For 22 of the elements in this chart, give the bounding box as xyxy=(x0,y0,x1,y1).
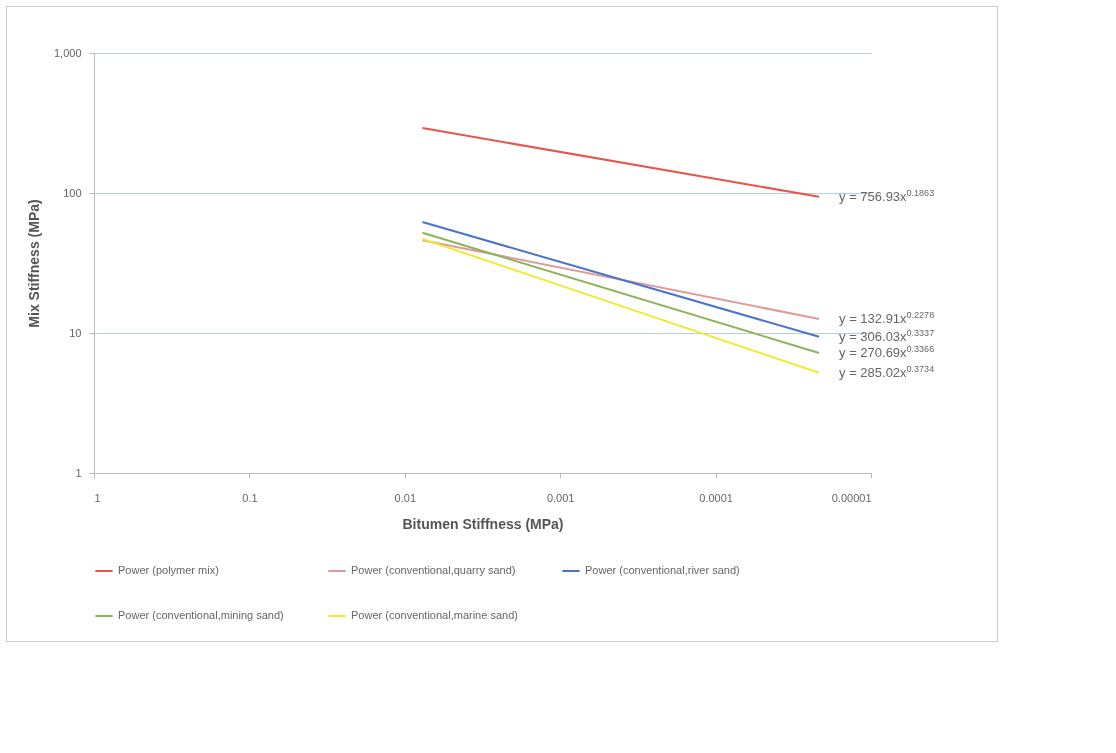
x-tick-label: 0.01 xyxy=(394,491,417,504)
annotation: y = 285.02x$^{0.3734}$ xyxy=(839,363,935,380)
legend-label: Power (conventional,marine sand) xyxy=(351,609,518,621)
legend-label: Power (conventional,mining sand) xyxy=(118,609,284,621)
legend-label: Power (conventional,quarry sand) xyxy=(351,564,516,576)
x-tick-label: 0.001 xyxy=(546,491,575,504)
y-tick-label: 10 xyxy=(69,326,82,339)
y-tick-label: 100 xyxy=(63,186,82,199)
annotation: y = 132.91x$^{0.2278}$ xyxy=(839,309,935,326)
legend-label: Power (polymer mix) xyxy=(118,564,219,576)
x-axis-title: Bitumen Stiffness (MPa) xyxy=(402,515,564,532)
y-tick-label: 1 xyxy=(75,466,82,479)
y-axis-title: Mix Stiffness (MPa) xyxy=(25,199,42,328)
x-tick-label: 0.0001 xyxy=(699,491,733,504)
annotation: y = 270.69x$^{0.3366}$ xyxy=(839,343,935,360)
x-tick-label: 0.00001 xyxy=(831,491,872,504)
x-tick-label: 1 xyxy=(94,491,101,504)
y-tick-label: 1,000 xyxy=(53,46,82,59)
legend-label: Power (conventional,river sand) xyxy=(585,564,740,576)
annotation: y = 756.93x$^{0.1863}$ xyxy=(839,187,935,204)
x-tick-label: 0.1 xyxy=(242,491,258,504)
annotation: y = 306.03x$^{0.3337}$ xyxy=(839,327,935,344)
